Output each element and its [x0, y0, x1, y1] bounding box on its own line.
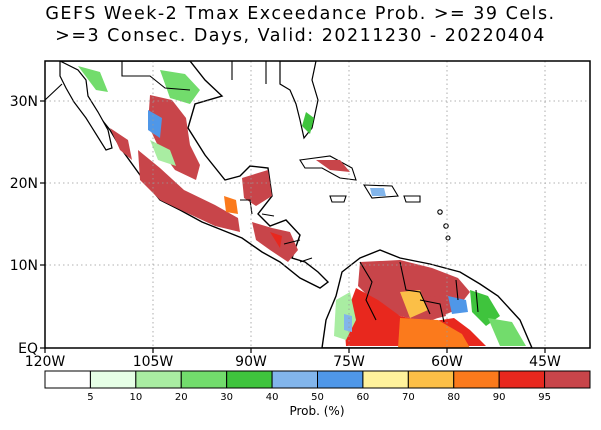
colorbar-swatch — [135, 370, 182, 389]
colorbar-tick-label: 90 — [493, 392, 506, 403]
colorbar-tick-label: 95 — [538, 392, 551, 403]
map-area — [45, 61, 590, 348]
colorbar-tick-label: 80 — [447, 392, 460, 403]
lon-label: 120W — [25, 354, 66, 370]
lon-label: 45W — [529, 354, 561, 370]
map-title-line1: GEFS Week-2 Tmax Exceedance Prob. >= 39 … — [45, 4, 556, 24]
latitude-labels: 30N 20N 10N EQ — [10, 94, 38, 357]
colorbar-tick-label: 60 — [357, 392, 370, 403]
land-south-america — [321, 249, 533, 348]
lat-label: 10N — [10, 258, 38, 274]
colorbar-title: Prob. (%) — [289, 404, 344, 418]
lon-label: 90W — [235, 354, 267, 370]
colorbar-tick-label: 30 — [220, 392, 233, 403]
colorbar-swatch — [271, 370, 319, 389]
colorbar-swatch — [407, 370, 455, 389]
colorbar: 5 10 20 30 40 50 60 70 80 90 95 Prob. (%) — [44, 370, 591, 418]
colorbar-swatch — [180, 370, 228, 389]
lat-label: EQ — [18, 341, 38, 357]
colorbar-swatch — [362, 370, 409, 389]
colorbar-swatch — [498, 370, 546, 389]
colorbar-swatch — [44, 370, 91, 389]
colorbar-swatch — [89, 370, 137, 389]
colorbar-swatch — [544, 370, 591, 389]
colorbar-tick-label: 70 — [402, 392, 415, 403]
lat-label: 30N — [10, 94, 38, 110]
colorbar-tick-label: 5 — [87, 392, 93, 403]
map-frame — [44, 60, 591, 349]
land-florida — [279, 61, 319, 140]
lon-label: 75W — [333, 354, 365, 370]
colorbar-tick-label: 50 — [311, 392, 324, 403]
colorbar-tick-label: 40 — [266, 392, 279, 403]
longitude-labels: 120W 105W 90W 75W 60W 45W — [25, 354, 561, 370]
grid-lines — [45, 61, 590, 348]
land-mexico-central-america — [59, 61, 330, 289]
colorbar-tick-label: 20 — [175, 392, 188, 403]
country-borders — [45, 61, 479, 323]
land-caribbean-islands — [299, 155, 451, 241]
colorbar-swatch — [317, 370, 364, 389]
colorbar-tick-label: 10 — [129, 392, 142, 403]
colorbar-swatch — [226, 370, 273, 389]
colorbar-swatch — [453, 370, 500, 389]
map-title-line2: >=3 Consec. Days, Valid: 20211230 - 2022… — [55, 26, 546, 46]
axis-ticks — [40, 100, 546, 353]
lat-label: 20N — [10, 176, 38, 192]
lon-label: 60W — [431, 354, 463, 370]
lon-label: 105W — [133, 354, 174, 370]
